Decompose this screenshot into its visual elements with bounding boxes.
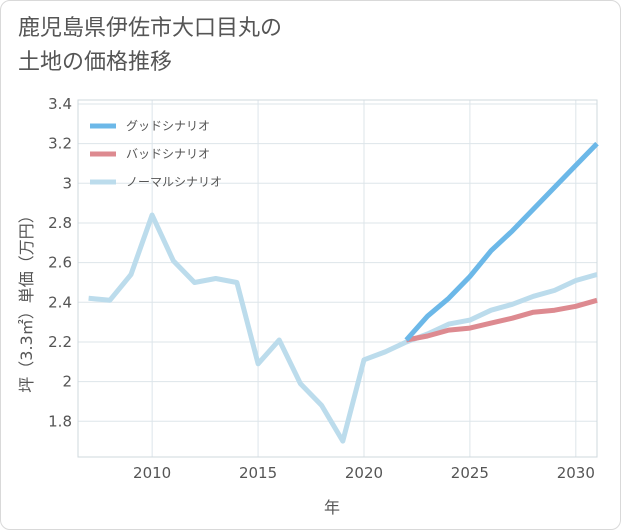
y-tick-label: 3 (62, 174, 72, 192)
series-lines (88, 141, 599, 444)
x-tick-label: 2025 (451, 464, 489, 482)
y-tick-label: 1.8 (48, 412, 72, 430)
x-axis-label: 年 (324, 498, 340, 517)
series-line-0 (404, 141, 599, 342)
series-line-1 (405, 297, 598, 343)
y-tick-label: 2.6 (48, 254, 72, 272)
x-tick-label: 2020 (345, 464, 383, 482)
legend-label: ノーマルシナリオ (126, 175, 222, 189)
y-axis-label: 坪（3.3㎡）単価（万円） (17, 207, 36, 392)
series-line-2 (88, 212, 598, 444)
x-tick-label: 2030 (557, 464, 595, 482)
y-tick-label: 3.2 (48, 135, 72, 153)
plot-area-frame (77, 99, 598, 458)
x-axis-ticks: 2010 2015 2020 2025 2030 (133, 464, 595, 482)
x-tick-label: 2010 (133, 464, 171, 482)
chart-title-line1: 鹿児島県伊佐市大口目丸の (18, 16, 283, 41)
y-tick-label: 2.2 (48, 333, 72, 351)
x-tick-label: 2015 (239, 464, 277, 482)
legend-label: バッドシナリオ (126, 147, 210, 161)
y-tick-label: 3.4 (48, 95, 72, 113)
y-tick-label: 2 (62, 373, 72, 391)
y-tick-label: 2.8 (48, 214, 72, 232)
y-tick-label: 2.4 (48, 293, 72, 311)
chart-title-line2: 土地の価格推移 (18, 50, 173, 75)
y-axis-ticks: 1.8 2 2.2 2.4 2.6 2.8 3 3.2 3.4 (48, 95, 72, 430)
legend-label: グッドシナリオ (126, 119, 210, 133)
chart-title: 鹿児島県伊佐市大口目丸の 土地の価格推移 (18, 12, 578, 80)
